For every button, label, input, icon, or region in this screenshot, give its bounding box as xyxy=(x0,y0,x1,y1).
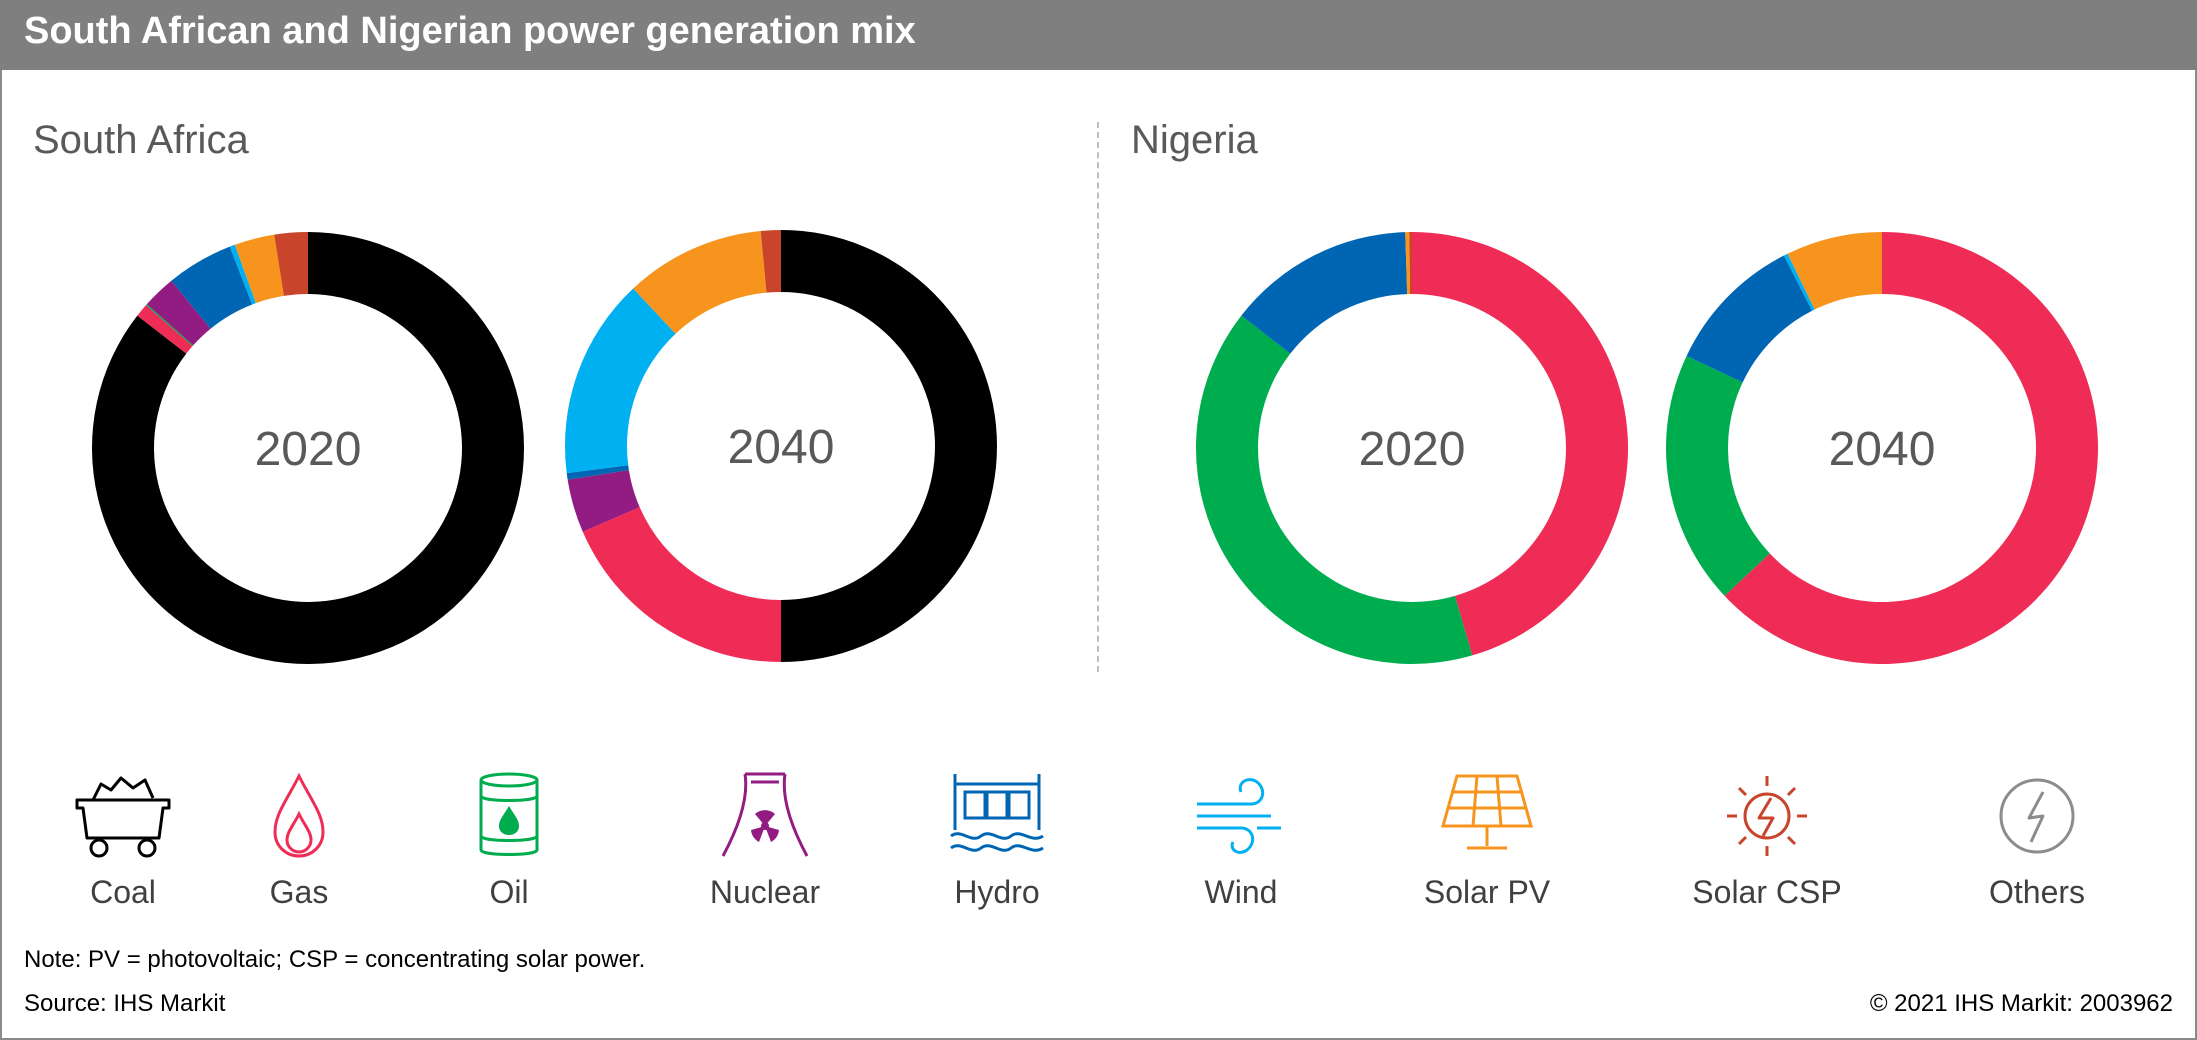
legend-label: Solar PV xyxy=(1423,874,1551,910)
legend-label: Oil xyxy=(489,874,529,910)
donut-slice-oil xyxy=(1196,315,1473,664)
donut-slice-hydro xyxy=(1686,255,1813,383)
figure-title: South African and Nigerian power generat… xyxy=(24,10,916,52)
legend-label: Gas xyxy=(269,874,329,910)
legend-item-coal: Coal xyxy=(28,770,218,911)
wind-icon xyxy=(1197,778,1281,854)
donut-slice-solar-pv xyxy=(633,230,767,334)
legend-item-oil: Oil xyxy=(414,770,604,911)
panel-title-nigeria: Nigeria xyxy=(1131,118,1258,162)
hydro-dam-icon xyxy=(950,774,1044,852)
donut-slice-solar-csp xyxy=(760,230,781,293)
solar-csp-icon xyxy=(1727,776,1807,856)
donut-slice-gas xyxy=(582,507,781,662)
legend-item-solar-pv: Solar PV xyxy=(1392,770,1582,911)
footnote: Note: PV = photovoltaic; CSP = concentra… xyxy=(24,946,646,973)
donut-slice-wind xyxy=(1783,253,1815,311)
donut-slice-hydro xyxy=(171,246,253,329)
panel-title-south-africa: South Africa xyxy=(33,118,249,162)
legend-item-solar-csp: Solar CSP xyxy=(1672,770,1862,911)
header-bar: South African and Nigerian power generat… xyxy=(0,0,2197,70)
source-line: Source: IHS Markit xyxy=(24,990,226,1017)
copyright-line: © 2021 IHS Markit: 2003962 xyxy=(1869,990,2173,1017)
legend-label: Wind xyxy=(1204,874,1278,910)
donut-slice-solar-pv xyxy=(234,234,284,304)
legend-item-nuclear: Nuclear xyxy=(670,770,860,911)
legend-label: Hydro xyxy=(954,874,1040,910)
donut-center-year-label: 2020 xyxy=(255,423,362,476)
donut-center-year-label: 2020 xyxy=(1359,423,1466,476)
donut-slice-oil xyxy=(1666,356,1770,596)
donut-slice-hydro xyxy=(1241,232,1408,354)
donut-slice-gas xyxy=(1412,232,1629,656)
donut-slice-solar-pv xyxy=(1787,232,1882,310)
donut-slice-nuclear xyxy=(146,280,211,346)
nuclear-plant-icon xyxy=(721,772,809,857)
donut-slice-coal xyxy=(781,230,997,662)
legend-label: Coal xyxy=(90,874,156,910)
legend-item-wind: Wind xyxy=(1146,770,1336,911)
donut-slice-wind xyxy=(229,244,256,305)
donut-slice-solar-csp xyxy=(1409,232,1412,295)
donut-center-year-label: 2040 xyxy=(728,421,835,474)
donut-slice-nuclear xyxy=(567,470,640,532)
donut-charts: 2020 2040 2020 2040 xyxy=(92,230,2098,664)
donut-center-year-label: 2040 xyxy=(1829,423,1936,476)
legend-item-hydro: Hydro xyxy=(902,770,1092,911)
donut-slice-gas xyxy=(1724,232,2098,664)
others-bolt-icon xyxy=(1999,778,2075,854)
legend-label: Others xyxy=(1988,874,2086,910)
legend-item-others: Others xyxy=(1942,770,2132,911)
legend-label: Nuclear xyxy=(709,874,821,910)
donut-slice-solar-pv xyxy=(1405,232,1411,295)
legend-label: Solar CSP xyxy=(1692,874,1842,910)
donut-slice-oil xyxy=(145,304,194,347)
legend-item-gas: Gas xyxy=(204,770,394,911)
panel-divider xyxy=(1097,122,1099,672)
donut-slice-gas xyxy=(137,305,193,354)
solar-panel-icon xyxy=(1441,774,1533,850)
oil-barrel-icon xyxy=(479,772,539,856)
donut-slice-solar-csp xyxy=(274,232,308,296)
coal-cart-icon xyxy=(75,776,171,858)
donut-slice-wind xyxy=(565,288,676,474)
donut-slice-hydro xyxy=(566,465,629,480)
gas-flame-icon xyxy=(273,772,325,858)
